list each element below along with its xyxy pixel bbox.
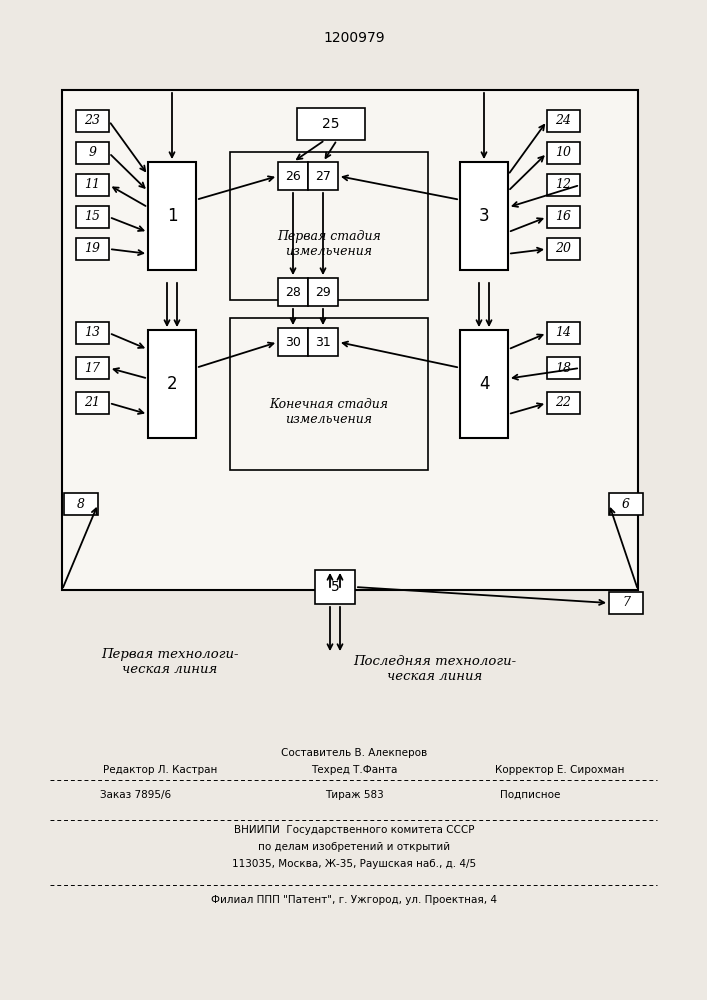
Text: по делам изобретений и открытий: по делам изобретений и открытий <box>258 842 450 852</box>
Bar <box>230 318 428 470</box>
Text: 30: 30 <box>285 336 301 349</box>
Bar <box>460 330 508 438</box>
Text: 25: 25 <box>322 117 340 131</box>
Text: 3: 3 <box>479 207 489 225</box>
Bar <box>547 322 580 344</box>
Text: 28: 28 <box>285 286 301 298</box>
Bar <box>278 278 308 306</box>
Text: 19: 19 <box>85 242 100 255</box>
Text: 1200979: 1200979 <box>323 31 385 45</box>
Text: 24: 24 <box>556 114 571 127</box>
Text: Тираж 583: Тираж 583 <box>325 790 383 800</box>
Text: ВНИИПИ  Государственного комитета СССР: ВНИИПИ Государственного комитета СССР <box>234 825 474 835</box>
Bar <box>297 108 365 140</box>
Bar <box>76 174 109 196</box>
Text: 113035, Москва, Ж-35, Раушская наб., д. 4/5: 113035, Москва, Ж-35, Раушская наб., д. … <box>232 859 476 869</box>
Bar <box>76 110 109 132</box>
Text: 21: 21 <box>85 396 100 410</box>
Text: Последняя технологи-
ческая линия: Последняя технологи- ческая линия <box>354 655 517 683</box>
Bar <box>547 357 580 379</box>
Bar <box>315 570 355 604</box>
Text: Подписное: Подписное <box>500 790 560 800</box>
Text: 2: 2 <box>167 375 177 393</box>
Bar <box>308 278 338 306</box>
Text: 9: 9 <box>88 146 96 159</box>
Text: 26: 26 <box>285 169 301 182</box>
Text: Техред Т.Фанта: Техред Т.Фанта <box>311 765 397 775</box>
Bar <box>547 392 580 414</box>
Text: 31: 31 <box>315 336 331 349</box>
Text: 15: 15 <box>85 211 100 224</box>
Bar <box>308 328 338 356</box>
Text: 13: 13 <box>85 326 100 340</box>
Bar <box>308 162 338 190</box>
Text: 29: 29 <box>315 286 331 298</box>
Text: Конечная стадия
измельчения: Конечная стадия измельчения <box>269 398 389 426</box>
Bar <box>547 142 580 164</box>
Text: 20: 20 <box>556 242 571 255</box>
Bar <box>609 493 643 515</box>
Bar <box>547 206 580 228</box>
Bar <box>76 206 109 228</box>
Bar <box>547 110 580 132</box>
Bar <box>609 592 643 614</box>
Text: Редактор Л. Кастран: Редактор Л. Кастран <box>103 765 217 775</box>
Text: 11: 11 <box>85 178 100 192</box>
Bar <box>278 328 308 356</box>
Bar <box>547 238 580 260</box>
Text: 14: 14 <box>556 326 571 340</box>
Bar <box>64 493 98 515</box>
Bar <box>230 152 428 300</box>
Bar <box>148 162 196 270</box>
Bar <box>148 330 196 438</box>
Bar <box>76 142 109 164</box>
Text: 6: 6 <box>622 497 630 510</box>
Text: 10: 10 <box>556 146 571 159</box>
Text: Филиал ППП "Патент", г. Ужгород, ул. Проектная, 4: Филиал ППП "Патент", г. Ужгород, ул. Про… <box>211 895 497 905</box>
Text: 4: 4 <box>479 375 489 393</box>
Text: 8: 8 <box>77 497 85 510</box>
Text: Составитель В. Алекперов: Составитель В. Алекперов <box>281 748 427 758</box>
Text: 17: 17 <box>85 361 100 374</box>
Text: 27: 27 <box>315 169 331 182</box>
Text: 18: 18 <box>556 361 571 374</box>
Bar <box>76 238 109 260</box>
Text: 12: 12 <box>556 178 571 192</box>
Bar <box>62 90 638 590</box>
Text: Корректор Е. Сирохман: Корректор Е. Сирохман <box>495 765 625 775</box>
Text: 5: 5 <box>331 580 339 594</box>
Bar <box>76 357 109 379</box>
Text: 1: 1 <box>167 207 177 225</box>
Text: Первая технологи-
ческая линия: Первая технологи- ческая линия <box>101 648 239 676</box>
Bar <box>547 174 580 196</box>
Text: 16: 16 <box>556 211 571 224</box>
Bar <box>460 162 508 270</box>
Bar <box>76 392 109 414</box>
Text: Первая стадия
измельчения: Первая стадия измельчения <box>277 230 381 258</box>
Text: Заказ 7895/6: Заказ 7895/6 <box>100 790 171 800</box>
Text: 7: 7 <box>622 596 630 609</box>
Bar <box>76 322 109 344</box>
Text: 22: 22 <box>556 396 571 410</box>
Text: 23: 23 <box>85 114 100 127</box>
Bar <box>278 162 308 190</box>
